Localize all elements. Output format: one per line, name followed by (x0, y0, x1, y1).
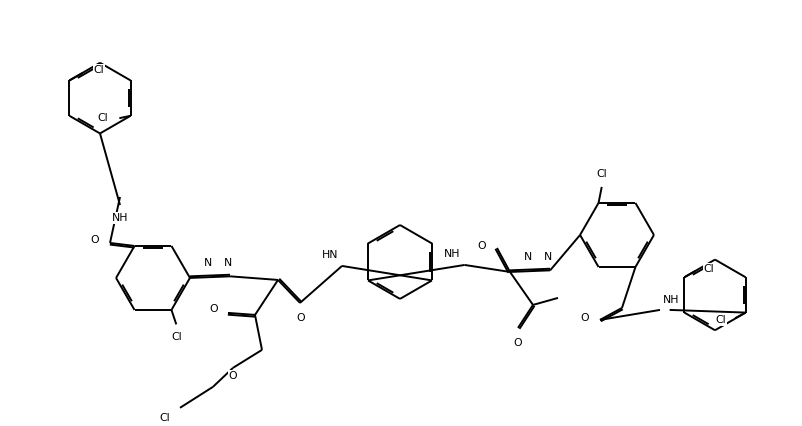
Text: Cl: Cl (703, 264, 714, 274)
Text: NH: NH (444, 249, 460, 259)
Text: O: O (209, 304, 218, 314)
Text: NH: NH (662, 295, 678, 305)
Text: Cl: Cl (97, 113, 108, 123)
Text: N: N (523, 252, 531, 262)
Text: O: O (476, 242, 485, 251)
Text: Cl: Cl (93, 65, 104, 75)
Text: Cl: Cl (715, 315, 726, 325)
Text: O: O (296, 314, 305, 323)
Text: N: N (223, 258, 232, 268)
Text: N: N (543, 252, 551, 262)
Text: O: O (90, 235, 99, 245)
Text: O: O (579, 313, 588, 323)
Text: HN: HN (322, 250, 338, 260)
Text: N: N (203, 258, 212, 268)
Text: Cl: Cl (171, 332, 181, 343)
Text: O: O (512, 338, 520, 348)
Text: Cl: Cl (160, 413, 170, 423)
Text: NH: NH (111, 213, 128, 223)
Text: Cl: Cl (596, 169, 606, 179)
Text: O: O (229, 371, 237, 381)
